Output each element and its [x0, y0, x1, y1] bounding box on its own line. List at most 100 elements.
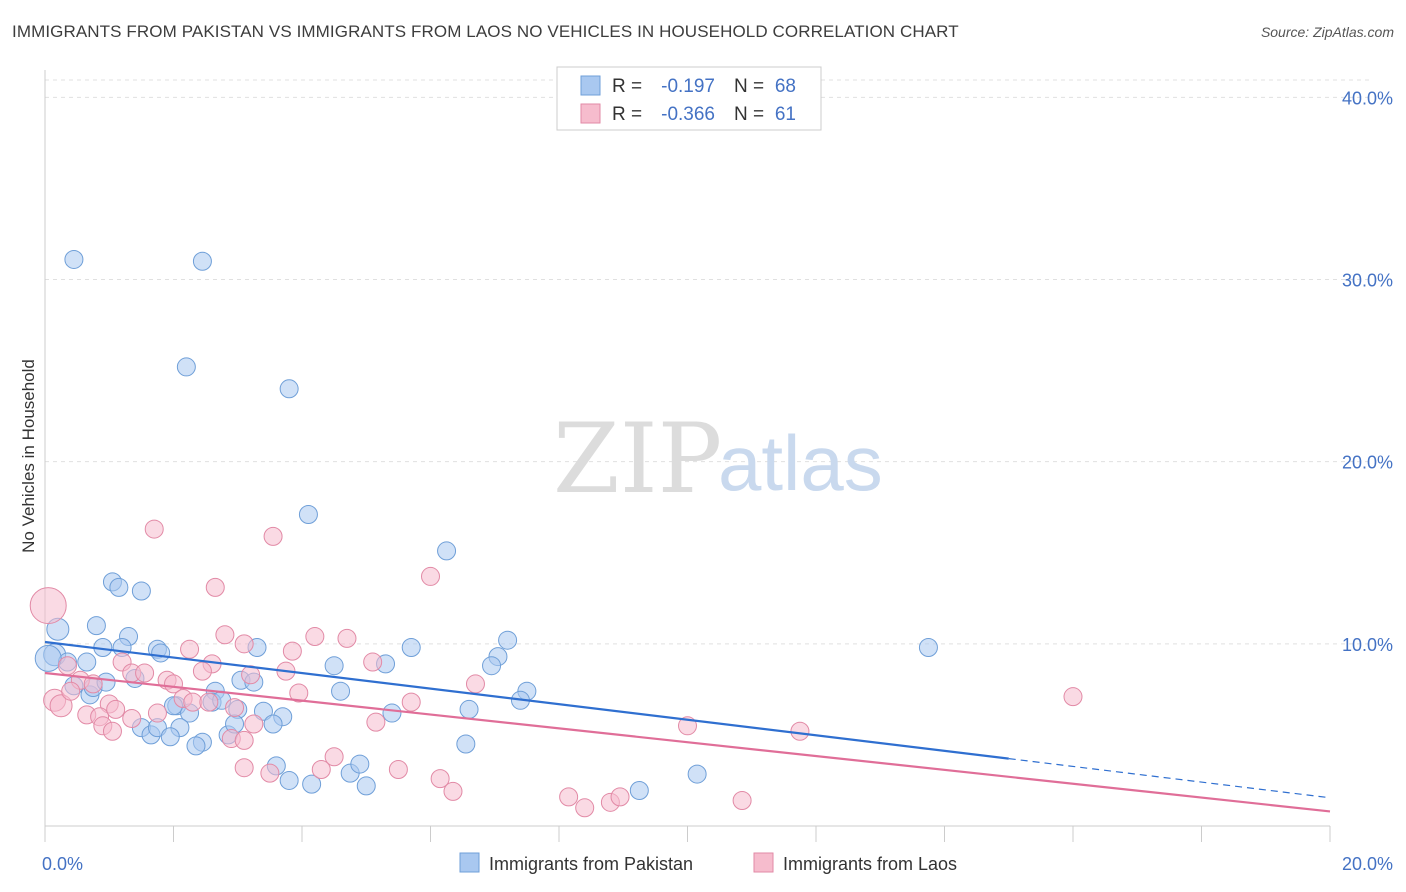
point-0-67 [151, 643, 171, 663]
y-axis-label: No Vehicles in Household [19, 359, 38, 553]
point-0-62 [629, 780, 649, 800]
chart-title: IMMIGRANTS FROM PAKISTAN VS IMMIGRANTS F… [12, 22, 959, 41]
point-1-45 [465, 674, 485, 694]
legend-r-value-0: -0.197 [661, 76, 715, 97]
trend-line-1 [44, 671, 1331, 813]
point-0-43 [459, 699, 479, 719]
point-1-50 [234, 758, 254, 778]
legend-n-label-0: N = [734, 76, 764, 97]
point-1-29 [225, 698, 245, 718]
series-legend-label-0: Immigrants from Pakistan [489, 854, 693, 874]
point-1-22 [192, 661, 212, 681]
point-0-2 [176, 357, 196, 377]
y-tick-labels: 10.0% 20.0% 30.0% 40.0% [1342, 88, 1393, 655]
point-0-57 [302, 774, 322, 794]
trend-lines [44, 640, 1331, 813]
point-0-14 [77, 652, 97, 672]
point-0-19 [324, 656, 344, 676]
point-1-55 [443, 781, 463, 801]
y-tick-label-0: 10.0% [1342, 635, 1393, 655]
point-0-10 [86, 616, 106, 636]
point-1-56 [559, 787, 579, 807]
series-1-points [29, 519, 1083, 818]
series-0-points [34, 249, 938, 800]
point-1-2 [263, 526, 283, 546]
legend-box [556, 66, 822, 131]
series-legend-swatch-0 [459, 852, 480, 873]
point-1-5 [215, 625, 235, 645]
point-0-21 [401, 637, 421, 657]
point-1-4 [205, 577, 225, 597]
point-1-36 [106, 699, 126, 719]
chart-source: Source: ZipAtlas.com [1260, 24, 1394, 40]
point-0-60 [356, 776, 376, 796]
point-1-7 [337, 628, 357, 648]
point-0-4 [298, 504, 318, 524]
point-1-8 [234, 634, 254, 654]
x-tick-label-0: 0.0% [42, 854, 83, 874]
point-1-52 [311, 760, 331, 780]
point-1-59 [610, 787, 630, 807]
y-tick-label-2: 30.0% [1342, 270, 1393, 290]
legend-r-label-0: R = [612, 76, 642, 97]
point-1-39 [102, 721, 122, 741]
scatter-points [29, 249, 1083, 818]
watermark-atlas: atlas [718, 419, 883, 507]
point-1-49 [324, 747, 344, 767]
point-0-54 [263, 714, 283, 734]
point-0-40 [253, 701, 273, 721]
point-1-54 [430, 769, 450, 789]
point-0-63 [687, 764, 707, 784]
point-0-59 [350, 754, 370, 774]
legend-n-value-0: 68 [775, 76, 796, 97]
point-1-15 [57, 656, 77, 676]
legend-n-value-1: 61 [775, 104, 796, 125]
point-0-66 [34, 644, 62, 672]
legend-r-label-1: R = [612, 104, 642, 125]
point-1-14 [363, 652, 383, 672]
point-1-48 [1063, 687, 1083, 707]
point-0-33 [331, 681, 351, 701]
point-1-60 [732, 790, 752, 810]
gridlines [45, 79, 1370, 645]
point-1-51 [260, 763, 280, 783]
legend-swatch-0 [580, 75, 601, 96]
point-1-43 [366, 712, 386, 732]
watermark: ZIP atlas [553, 403, 883, 515]
point-1-47 [790, 721, 810, 741]
y-tick-label-1: 20.0% [1342, 453, 1393, 473]
point-1-0 [29, 587, 67, 625]
point-0-3 [279, 379, 299, 399]
point-1-57 [575, 798, 595, 818]
point-1-37 [122, 709, 142, 729]
y-tick-label-3: 40.0% [1342, 88, 1393, 108]
point-1-42 [244, 714, 264, 734]
point-0-23 [482, 656, 502, 676]
point-0-42 [382, 703, 402, 723]
point-1-32 [49, 694, 73, 718]
legend-swatch-1 [580, 103, 601, 124]
point-0-1 [192, 251, 212, 271]
point-0-0 [64, 249, 84, 269]
point-1-30 [289, 683, 309, 703]
legend-n-label-1: N = [734, 104, 764, 125]
point-1-44 [401, 692, 421, 712]
point-0-5 [437, 541, 457, 561]
point-1-53 [388, 760, 408, 780]
point-1-19 [135, 663, 155, 683]
watermark-zip: ZIP [553, 403, 722, 515]
point-1-28 [199, 692, 219, 712]
point-0-8 [109, 577, 129, 597]
trend-line-ext-0 [1008, 758, 1331, 799]
trend-line-0 [44, 640, 1009, 760]
point-1-41 [234, 730, 254, 750]
x-tick-label-1: 20.0% [1342, 854, 1393, 874]
x-tick-labels: 0.0% 20.0% [42, 854, 1393, 874]
point-0-61 [456, 734, 476, 754]
point-1-33 [61, 681, 81, 701]
point-0-56 [279, 770, 299, 790]
stats-legend: R = -0.197 N = 68 R = -0.366 N = 61 [556, 66, 822, 131]
point-1-9 [282, 641, 302, 661]
series-legend-label-1: Immigrants from Laos [783, 854, 957, 874]
